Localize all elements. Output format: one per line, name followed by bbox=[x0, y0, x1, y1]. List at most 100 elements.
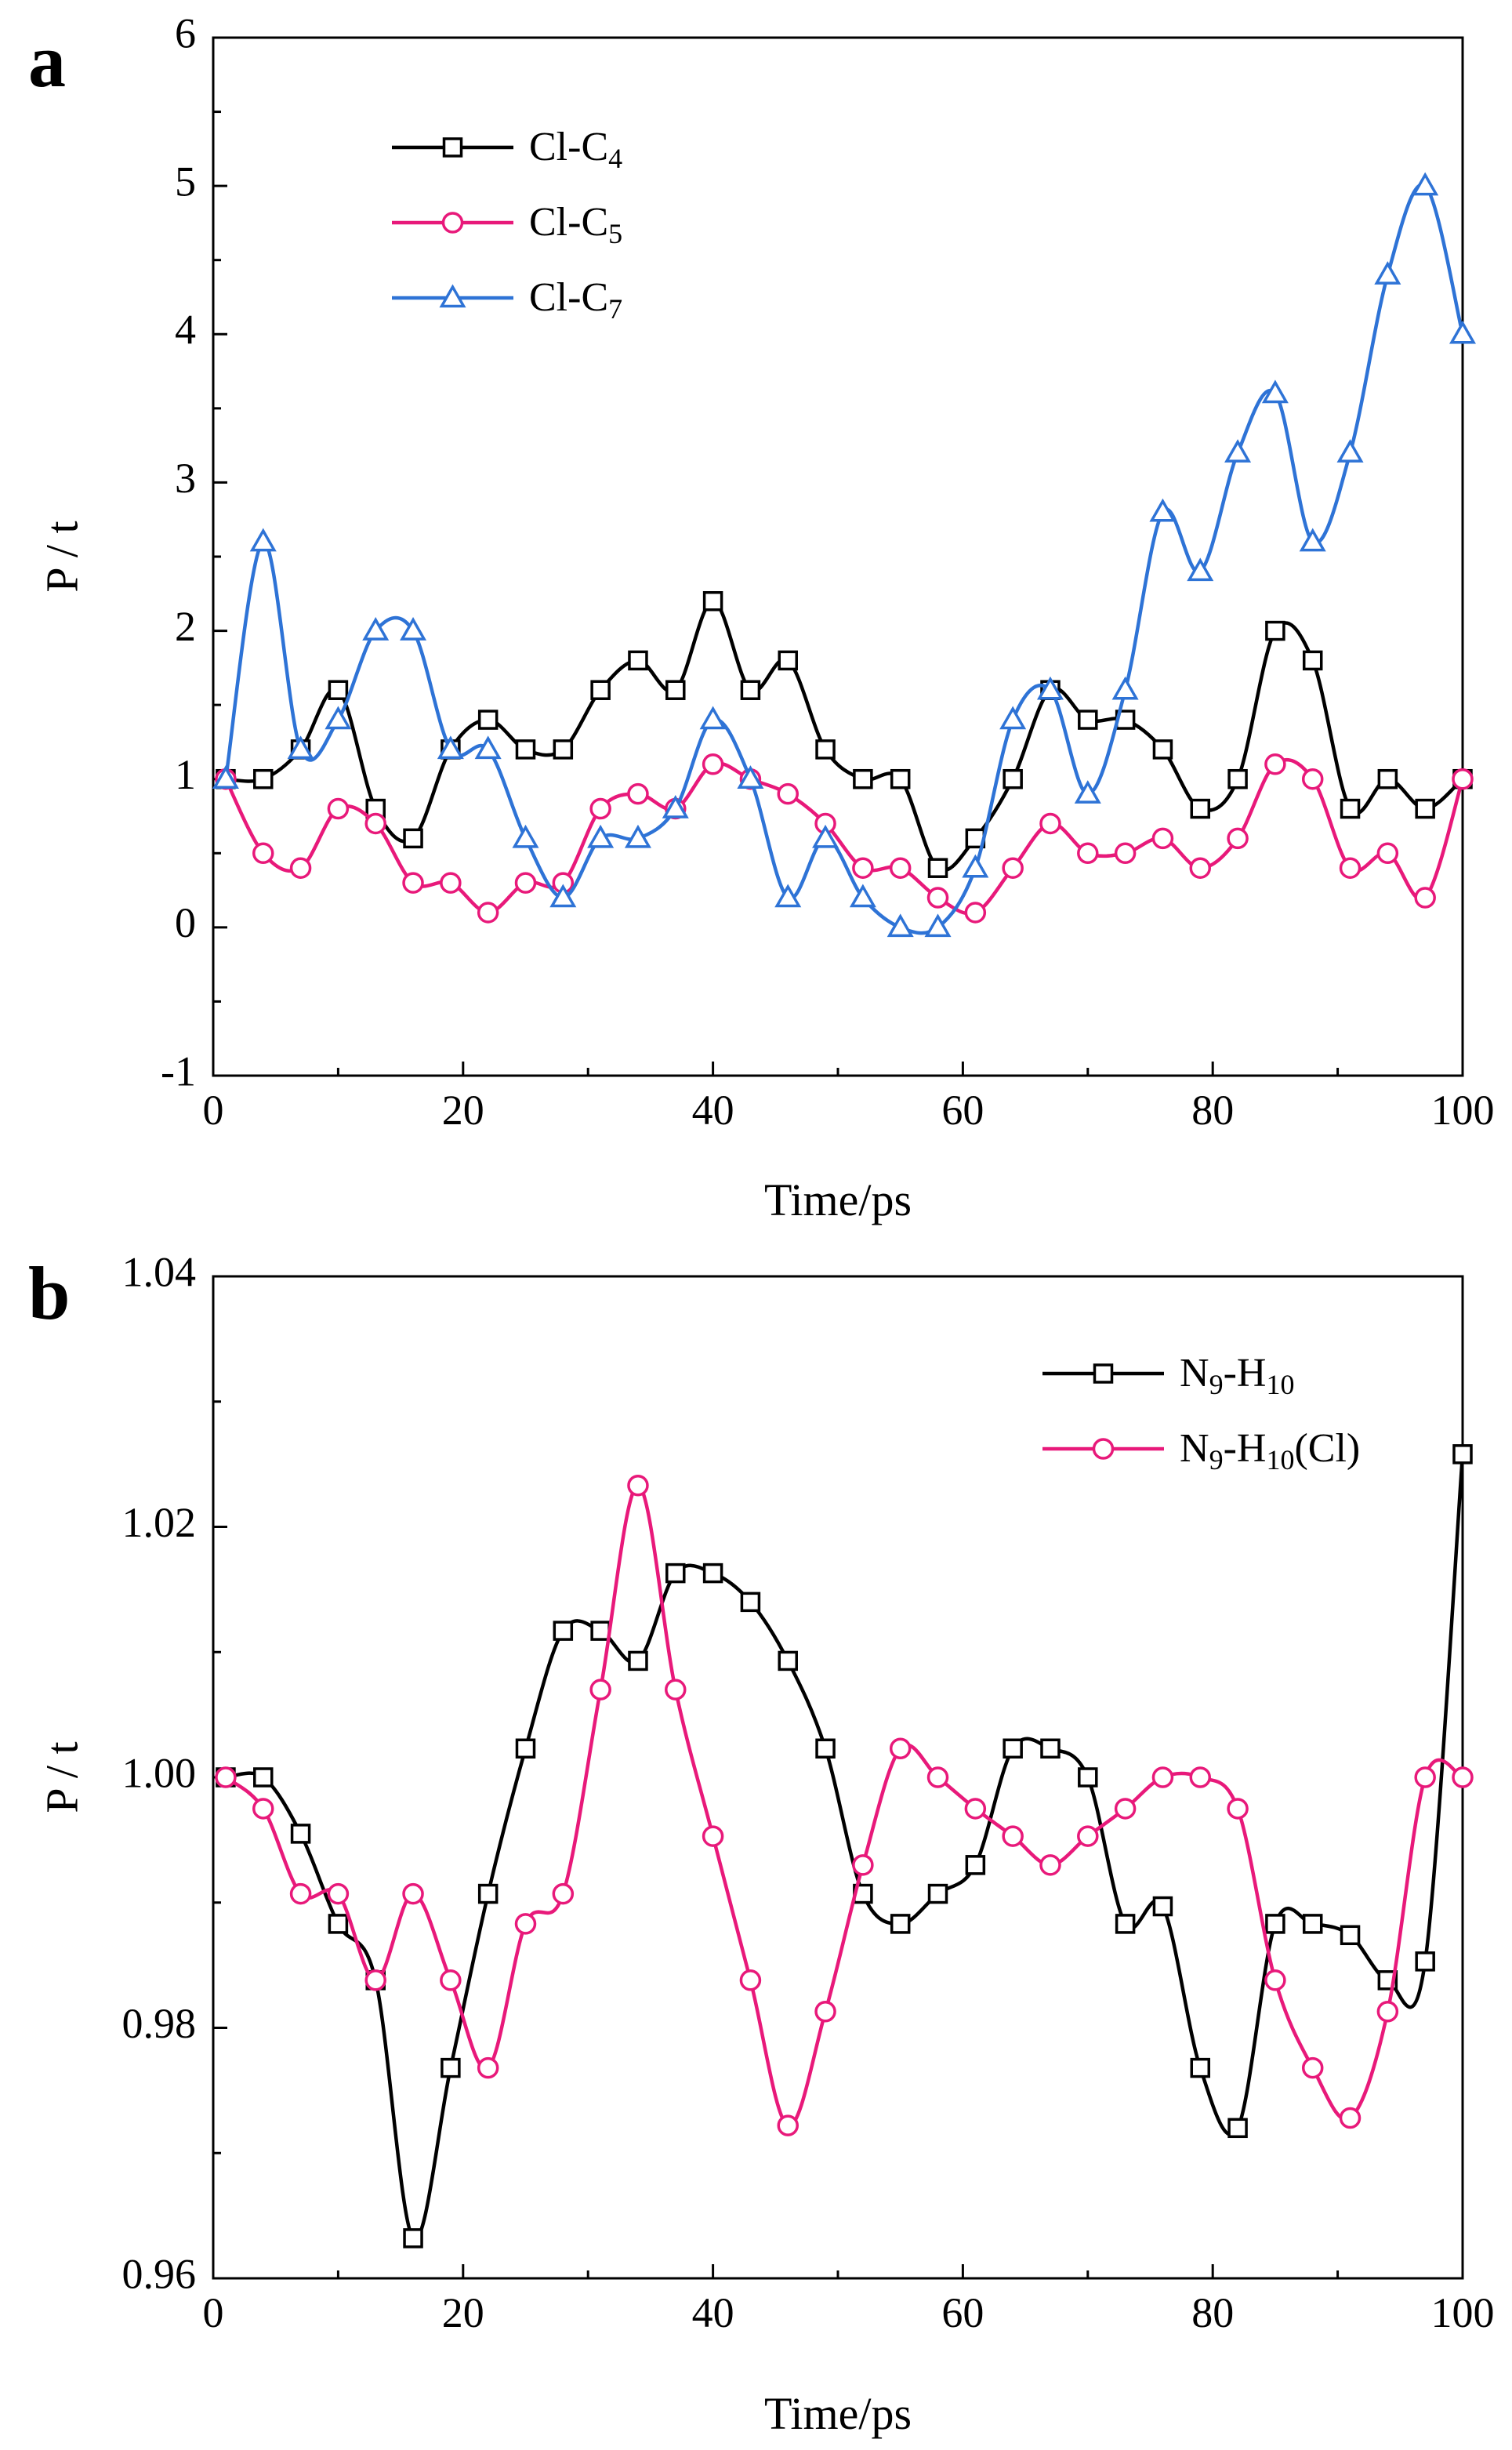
data-point-b-0-22 bbox=[1040, 1738, 1061, 1759]
data-point-a-2-10 bbox=[587, 824, 615, 848]
data-point-a-1-8 bbox=[514, 872, 537, 894]
data-point-b-1-10 bbox=[589, 1679, 611, 1700]
legend-label-part-b-1-4: (Cl) bbox=[1294, 1426, 1360, 1471]
data-point-a-1-30 bbox=[1339, 857, 1362, 879]
data-point-a-1-2 bbox=[289, 857, 312, 879]
data-point-a-0-30 bbox=[1340, 798, 1361, 819]
data-point-a-1-6 bbox=[440, 872, 462, 894]
data-point-a-0-1 bbox=[253, 768, 274, 789]
data-point-b-1-2 bbox=[289, 1882, 312, 1905]
data-point-b-1-8 bbox=[514, 1913, 537, 1935]
data-point-a-2-3 bbox=[325, 706, 352, 730]
data-point-a-0-31 bbox=[1377, 768, 1398, 789]
data-point-a-2-21 bbox=[999, 706, 1027, 730]
data-point-b-0-18 bbox=[890, 1914, 911, 1934]
panel-letter-b: b bbox=[28, 1251, 71, 1335]
data-point-b-1-20 bbox=[964, 1798, 987, 1820]
data-point-a-1-26 bbox=[1189, 857, 1212, 879]
data-point-b-0-7 bbox=[477, 1883, 499, 1904]
data-point-a-1-1 bbox=[252, 842, 274, 865]
data-point-b-1-24 bbox=[1114, 1798, 1137, 1820]
legend-label-part-a-0-1: 4 bbox=[608, 143, 622, 174]
series-a-2 bbox=[212, 172, 1477, 938]
data-point-b-0-23 bbox=[1078, 1767, 1098, 1788]
y-tick-label-b-1: 0.98 bbox=[122, 2000, 197, 2047]
y-axis-label-b: P / t bbox=[36, 1741, 87, 1813]
legend-label-part-a-1-1: 5 bbox=[608, 218, 622, 249]
data-point-a-2-22 bbox=[1036, 676, 1064, 700]
legend-label-part-b-1-3: 10 bbox=[1266, 1444, 1294, 1475]
data-point-b-0-9 bbox=[553, 1621, 574, 1641]
data-point-a-1-5 bbox=[402, 872, 424, 894]
data-point-b-0-32 bbox=[1415, 1951, 1435, 1972]
data-point-a-2-12 bbox=[662, 795, 689, 818]
y-axis-label-a: P / t bbox=[36, 521, 87, 592]
data-point-b-1-15 bbox=[777, 2114, 799, 2136]
data-point-a-1-15 bbox=[777, 782, 799, 805]
y-tick-label-a-0: -1 bbox=[161, 1047, 196, 1094]
data-point-b-1-13 bbox=[702, 1825, 724, 1847]
y-tick-label-a-7: 6 bbox=[175, 9, 196, 56]
data-point-b-0-10 bbox=[590, 1621, 611, 1641]
legend-label-part-a-0-0: Cl-C bbox=[529, 125, 608, 169]
data-point-a-1-32 bbox=[1414, 887, 1436, 909]
data-point-a-2-30 bbox=[1336, 439, 1364, 463]
data-point-b-0-30 bbox=[1340, 1925, 1361, 1946]
data-point-a-2-4 bbox=[362, 617, 390, 641]
data-point-b-0-24 bbox=[1115, 1914, 1136, 1934]
data-point-a-1-28 bbox=[1264, 753, 1286, 775]
data-point-b-1-17 bbox=[852, 1854, 874, 1876]
data-point-a-1-31 bbox=[1376, 842, 1399, 865]
data-point-b-1-19 bbox=[926, 1766, 949, 1788]
data-point-a-0-18 bbox=[890, 768, 911, 789]
data-point-a-2-15 bbox=[774, 884, 802, 908]
plot-frame-b bbox=[212, 1275, 1464, 2280]
data-point-b-0-33 bbox=[1452, 1444, 1473, 1465]
series-b-0 bbox=[216, 1444, 1473, 2249]
data-point-a-0-7 bbox=[477, 710, 499, 730]
data-point-a-2-9 bbox=[549, 884, 577, 908]
legend-label-a-2: Cl-C7 bbox=[529, 275, 622, 325]
data-point-b-1-1 bbox=[252, 1798, 274, 1820]
data-point-a-0-26 bbox=[1190, 798, 1211, 819]
data-point-b-1-31 bbox=[1376, 2000, 1399, 2023]
x-tick-label-a-1: 20 bbox=[442, 1087, 484, 1134]
y-tick-label-a-4: 3 bbox=[175, 455, 196, 502]
data-point-b-1-21 bbox=[1002, 1825, 1024, 1847]
data-point-b-1-26 bbox=[1189, 1766, 1212, 1788]
y-tick-label-b-4: 1.04 bbox=[122, 1248, 197, 1295]
data-point-a-2-18 bbox=[887, 913, 914, 938]
data-point-b-1-11 bbox=[627, 1475, 649, 1497]
x-tick-label-a-3: 60 bbox=[941, 1087, 984, 1134]
data-point-b-1-33 bbox=[1452, 1766, 1474, 1788]
data-point-a-0-27 bbox=[1227, 768, 1248, 789]
y-tick-label-a-6: 5 bbox=[175, 158, 196, 205]
data-point-a-0-25 bbox=[1152, 739, 1173, 760]
data-point-a-0-9 bbox=[553, 739, 574, 760]
data-point-a-0-12 bbox=[665, 680, 686, 700]
x-tick-label-b-5: 100 bbox=[1431, 2289, 1495, 2336]
data-point-b-0-11 bbox=[628, 1650, 648, 1671]
legend-marker-b-1 bbox=[1092, 1438, 1115, 1460]
y-tick-label-a-5: 4 bbox=[175, 307, 196, 354]
data-point-b-1-23 bbox=[1077, 1825, 1099, 1847]
data-point-a-2-5 bbox=[400, 617, 427, 641]
series-line-b-1 bbox=[224, 1483, 1463, 2128]
legend-marker-a-1 bbox=[441, 212, 464, 234]
data-point-a-2-20 bbox=[962, 854, 989, 878]
x-tick-label-b-1: 20 bbox=[442, 2289, 484, 2336]
data-point-b-0-1 bbox=[253, 1767, 274, 1788]
data-point-a-1-27 bbox=[1227, 827, 1249, 850]
data-point-a-2-1 bbox=[249, 528, 277, 552]
legend-marker-a-0 bbox=[442, 137, 463, 158]
legend-label-part-a-1-0: Cl-C bbox=[529, 200, 608, 245]
data-point-b-1-4 bbox=[364, 1969, 386, 1991]
data-point-b-0-12 bbox=[665, 1563, 686, 1584]
data-point-a-1-18 bbox=[889, 857, 912, 879]
data-point-a-2-31 bbox=[1374, 261, 1401, 285]
data-point-a-2-24 bbox=[1111, 676, 1139, 700]
x-tick-label-a-5: 100 bbox=[1431, 1087, 1495, 1134]
